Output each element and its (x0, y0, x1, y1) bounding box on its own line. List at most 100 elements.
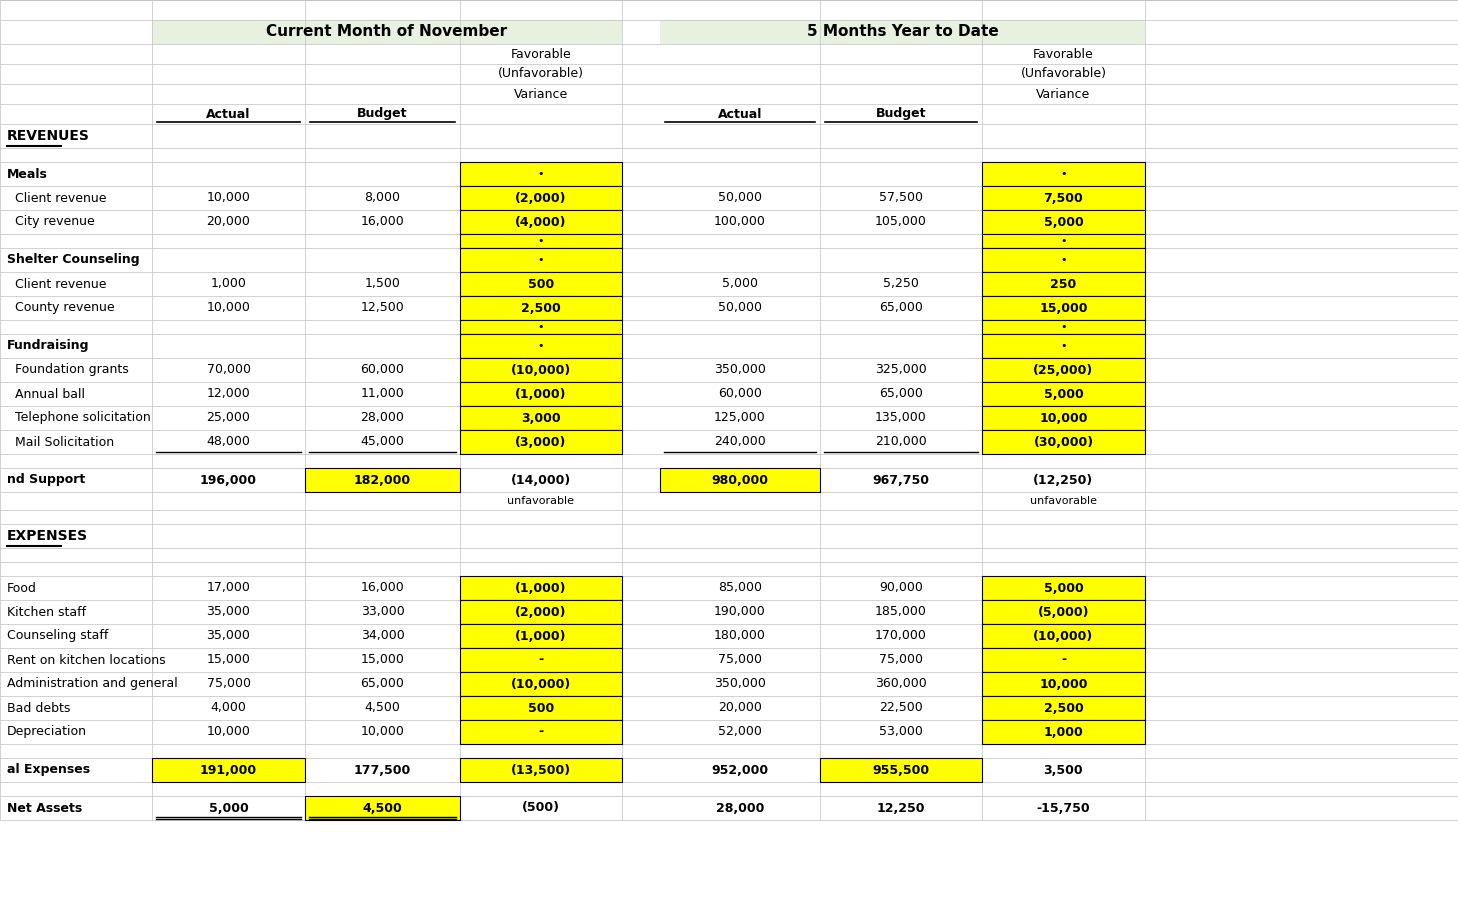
Text: -: - (1061, 653, 1066, 667)
Bar (983, 248, 1145, 272)
Text: Budget: Budget (357, 107, 408, 121)
Text: 28,000: 28,000 (716, 802, 764, 814)
Bar (983, 600, 1145, 624)
Bar (461, 234, 623, 248)
Bar (983, 296, 1145, 320)
Text: 60,000: 60,000 (717, 388, 763, 400)
Text: 1,500: 1,500 (364, 277, 401, 291)
Bar (461, 248, 623, 272)
Bar (983, 234, 1145, 248)
Text: 10,000: 10,000 (1040, 678, 1088, 690)
Text: (12,250): (12,250) (1034, 473, 1094, 487)
Text: 5,250: 5,250 (884, 277, 919, 291)
Text: 65,000: 65,000 (360, 678, 404, 690)
Text: 35,000: 35,000 (207, 606, 251, 618)
Text: •: • (538, 236, 544, 246)
Text: 20,000: 20,000 (717, 701, 763, 715)
Bar (461, 758, 623, 782)
Bar (983, 272, 1145, 296)
Text: 48,000: 48,000 (207, 436, 251, 448)
Text: 10,000: 10,000 (1040, 411, 1088, 425)
Text: 350,000: 350,000 (714, 678, 765, 690)
Bar (305, 796, 461, 820)
Bar (983, 162, 1145, 186)
Text: (500): (500) (522, 802, 560, 814)
Text: Foundation grants: Foundation grants (7, 364, 128, 376)
Bar (983, 382, 1145, 406)
Text: 11,000: 11,000 (360, 388, 404, 400)
Text: (3,000): (3,000) (515, 436, 567, 448)
Text: 210,000: 210,000 (875, 436, 927, 448)
Bar (983, 576, 1145, 600)
Text: Mail Solicitation: Mail Solicitation (7, 436, 114, 448)
Text: (30,000): (30,000) (1034, 436, 1094, 448)
Text: Counseling staff: Counseling staff (7, 629, 108, 643)
Text: 52,000: 52,000 (717, 725, 763, 739)
Text: 15,000: 15,000 (207, 653, 251, 667)
Text: (1,000): (1,000) (515, 581, 567, 595)
Text: 500: 500 (528, 277, 554, 291)
Text: •: • (538, 322, 544, 332)
Text: 360,000: 360,000 (875, 678, 927, 690)
Text: 190,000: 190,000 (714, 606, 765, 618)
Text: 325,000: 325,000 (875, 364, 927, 376)
Text: 75,000: 75,000 (879, 653, 923, 667)
Text: Net Assets: Net Assets (7, 802, 82, 814)
Text: 35,000: 35,000 (207, 629, 251, 643)
Text: 500: 500 (528, 701, 554, 715)
Text: 967,750: 967,750 (872, 473, 930, 487)
Bar (461, 210, 623, 234)
Text: •: • (538, 255, 544, 265)
Text: 100,000: 100,000 (714, 215, 765, 229)
Bar (461, 624, 623, 648)
Text: unfavorable: unfavorable (1029, 496, 1096, 506)
Text: 4,500: 4,500 (364, 701, 401, 715)
Bar (461, 430, 623, 454)
Text: (2,000): (2,000) (515, 192, 567, 204)
Bar (983, 696, 1145, 720)
Text: 196,000: 196,000 (200, 473, 257, 487)
Text: (10,000): (10,000) (510, 364, 572, 376)
Text: 10,000: 10,000 (207, 192, 251, 204)
Text: Variance: Variance (513, 87, 569, 101)
Text: 15,000: 15,000 (360, 653, 404, 667)
Text: County revenue: County revenue (7, 302, 115, 314)
Text: 33,000: 33,000 (360, 606, 404, 618)
Text: Administration and general: Administration and general (7, 678, 178, 690)
Text: (2,000): (2,000) (515, 606, 567, 618)
Text: 70,000: 70,000 (207, 364, 251, 376)
Text: Actual: Actual (207, 107, 251, 121)
Text: 50,000: 50,000 (717, 192, 763, 204)
Bar (461, 720, 623, 744)
Text: 5,000: 5,000 (1044, 581, 1083, 595)
Text: REVENUES: REVENUES (7, 129, 90, 143)
Text: 85,000: 85,000 (717, 581, 763, 595)
Text: Client revenue: Client revenue (7, 192, 106, 204)
Text: Current Month of November: Current Month of November (267, 24, 507, 40)
Bar (983, 334, 1145, 358)
Text: •: • (1060, 169, 1067, 179)
Text: Client revenue: Client revenue (7, 277, 106, 291)
Text: 182,000: 182,000 (354, 473, 411, 487)
Text: 20,000: 20,000 (207, 215, 251, 229)
Text: 57,500: 57,500 (879, 192, 923, 204)
Bar (461, 162, 623, 186)
Text: 90,000: 90,000 (879, 581, 923, 595)
Bar (660, 468, 819, 492)
Text: 4,500: 4,500 (363, 802, 402, 814)
Text: Shelter Counseling: Shelter Counseling (7, 254, 140, 266)
Text: •: • (538, 169, 544, 179)
Bar (461, 320, 623, 334)
Text: 7,500: 7,500 (1044, 192, 1083, 204)
Bar (305, 468, 461, 492)
Text: 16,000: 16,000 (360, 581, 404, 595)
Text: 10,000: 10,000 (360, 725, 404, 739)
Text: 350,000: 350,000 (714, 364, 765, 376)
Text: 240,000: 240,000 (714, 436, 765, 448)
Text: 5,000: 5,000 (1044, 215, 1083, 229)
Text: 12,500: 12,500 (360, 302, 404, 314)
Text: Kitchen staff: Kitchen staff (7, 606, 86, 618)
Text: Meals: Meals (7, 167, 48, 181)
Text: •: • (1060, 236, 1067, 246)
Text: 1,000: 1,000 (210, 277, 246, 291)
